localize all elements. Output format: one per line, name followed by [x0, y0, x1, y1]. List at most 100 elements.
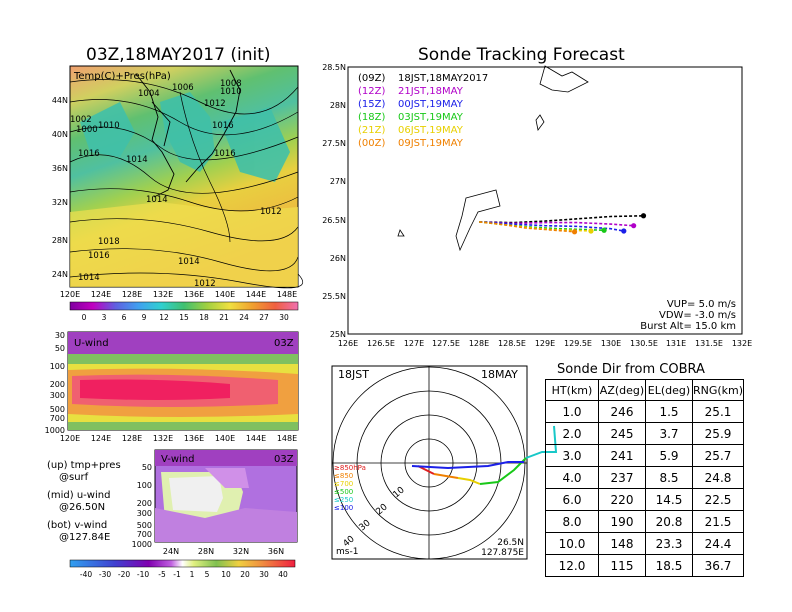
svg-text:128E: 128E — [122, 290, 142, 299]
svg-text:VUP= 5.0 m/s: VUP= 5.0 m/s — [667, 299, 736, 310]
table-row: 4.0 237 8.5 24.8 — [545, 466, 745, 489]
legend-time: 06JST,19MAY — [398, 125, 464, 136]
legend-time: 09JST,19MAY — [398, 138, 464, 149]
isobar-label: 1004 — [138, 89, 160, 99]
svg-text:28N: 28N — [52, 236, 68, 245]
svg-text:32N: 32N — [233, 547, 249, 556]
table-cell: 24.4 — [691, 532, 745, 555]
table-row: 6.0 220 14.5 22.5 — [545, 488, 745, 511]
table-cell: 8.5 — [645, 466, 693, 489]
track-endpoint — [571, 229, 578, 235]
svg-text:132E: 132E — [153, 434, 173, 443]
hodograph-time: 18JST — [338, 368, 369, 381]
svg-text:40: 40 — [278, 570, 288, 579]
table-cell: 245 — [598, 422, 646, 445]
v-wind-colorbar: -40 -30 -20 -10 -5 -1 1 5 10 20 30 40 — [69, 559, 296, 579]
table-cell: 21.5 — [691, 510, 745, 533]
svg-text:140E: 140E — [215, 434, 235, 443]
isobar-label: 1016 — [78, 149, 100, 159]
track-endpoint — [588, 228, 594, 234]
table-header: AZ(deg) — [598, 379, 646, 401]
svg-text:128.5E: 128.5E — [498, 339, 526, 348]
svg-text:700: 700 — [137, 530, 152, 539]
legend-lines: (09Z) 18JST,18MAY2017 (12Z) 21JST,18MAY … — [358, 73, 488, 149]
svg-text:27: 27 — [259, 313, 269, 322]
svg-text:1: 1 — [190, 570, 195, 579]
table-cell: 148 — [598, 532, 646, 555]
svg-text:12: 12 — [159, 313, 169, 322]
svg-text:27.5N: 27.5N — [322, 139, 346, 148]
tracking-lon-ticks: 126E 126.5E 127E 127.5E 128E 128.5E 129E… — [338, 339, 752, 348]
isobar-label: 1000 — [76, 125, 98, 135]
svg-text:500: 500 — [50, 405, 65, 414]
svg-text:50: 50 — [142, 463, 152, 472]
table-cell: 3.7 — [645, 422, 693, 445]
table-cell: 25.1 — [691, 400, 745, 423]
svg-text:≤850: ≤850 — [334, 472, 353, 480]
isobar-label: 1014 — [126, 155, 148, 165]
svg-text:132E: 132E — [732, 339, 752, 348]
svg-text:40N: 40N — [52, 130, 68, 139]
table-row: 3.0 241 5.9 25.7 — [545, 444, 745, 467]
v-wind-p-ticks: 50 100 200 300 500 700 1000 — [132, 463, 152, 549]
svg-text:27N: 27N — [330, 177, 346, 186]
svg-text:144E: 144E — [246, 290, 266, 299]
map-title: 03Z,18MAY2017 (init) — [86, 45, 271, 65]
hodograph-date: 18MAY — [481, 368, 518, 381]
svg-text:30: 30 — [259, 570, 269, 579]
table-cell: 4.0 — [545, 466, 599, 489]
svg-text:10: 10 — [221, 570, 231, 579]
isobar-label: 1010 — [98, 121, 120, 131]
map-lon-ticks: 120E 124E 128E 132E 136E 140E 144E 148E — [60, 290, 297, 299]
svg-text:-5: -5 — [158, 570, 166, 579]
svg-text:18: 18 — [199, 313, 209, 322]
svg-text:100: 100 — [137, 481, 152, 490]
table-cell: 1.5 — [645, 400, 693, 423]
svg-text:26N: 26N — [330, 254, 346, 263]
legend-time: 00JST,19MAY — [398, 99, 464, 110]
svg-text:129.5E: 129.5E — [564, 339, 592, 348]
table-cell: 190 — [598, 510, 646, 533]
u-wind-section: U-wind 03Z 30 50 100 200 300 500 700 100… — [45, 331, 299, 443]
table-row: 1.0 246 1.5 25.1 — [545, 400, 745, 423]
table-cell: 23.3 — [645, 532, 693, 555]
svg-text:≤700: ≤700 — [334, 480, 353, 488]
svg-text:0: 0 — [82, 313, 87, 322]
notes: (up) tmp+pres @surf (mid) u-wind @26.50N… — [47, 460, 121, 544]
u-wind-time: 03Z — [274, 338, 294, 349]
svg-text:≥850hPa: ≥850hPa — [334, 464, 366, 472]
hodograph-level-legend: ≥850hPa ≤850 ≤700 ≤500 ≤250 ≤100 — [334, 464, 366, 512]
table-cell: 25.9 — [691, 422, 745, 445]
isobar-label: 1010 — [220, 87, 242, 97]
svg-text:132E: 132E — [153, 290, 173, 299]
legend-run: (12Z) — [358, 86, 385, 97]
tracking-chart: (09Z) 18JST,18MAY2017 (12Z) 21JST,18MAY … — [322, 63, 752, 348]
isobar-label: 1012 — [260, 207, 282, 217]
table-cell: 115 — [598, 554, 646, 577]
table-row: 10.0 148 23.3 24.4 — [545, 532, 745, 555]
table-cell: 1.0 — [545, 400, 599, 423]
svg-text:1000: 1000 — [45, 426, 65, 435]
svg-text:≤250: ≤250 — [334, 496, 353, 504]
table-cell: 220 — [598, 488, 646, 511]
svg-text:127E: 127E — [404, 339, 424, 348]
track-endpoint — [621, 228, 627, 234]
svg-text:136E: 136E — [184, 434, 204, 443]
tracking-title: Sonde Tracking Forecast — [418, 45, 625, 65]
table-row: 12.0 115 18.5 36.7 — [545, 554, 745, 577]
track-endpoint — [631, 223, 637, 229]
svg-text:36N: 36N — [52, 164, 68, 173]
temperature-colorbar — [69, 301, 299, 311]
svg-text:24N: 24N — [163, 547, 179, 556]
v-wind-time: 03Z — [274, 454, 294, 465]
v-wind-colorbar-ticks: -40 -30 -20 -10 -5 -1 1 5 10 20 30 40 — [80, 570, 288, 579]
svg-text:5: 5 — [205, 570, 210, 579]
svg-text:126.5E: 126.5E — [367, 339, 395, 348]
svg-text:30: 30 — [55, 331, 65, 340]
svg-text:136E: 136E — [184, 290, 204, 299]
table-row: 8.0 190 20.8 21.5 — [545, 510, 745, 533]
svg-text:20: 20 — [240, 570, 250, 579]
legend-run: (00Z) — [358, 138, 385, 149]
svg-text:≤100: ≤100 — [334, 504, 353, 512]
isobar-label: 1002 — [70, 115, 92, 125]
